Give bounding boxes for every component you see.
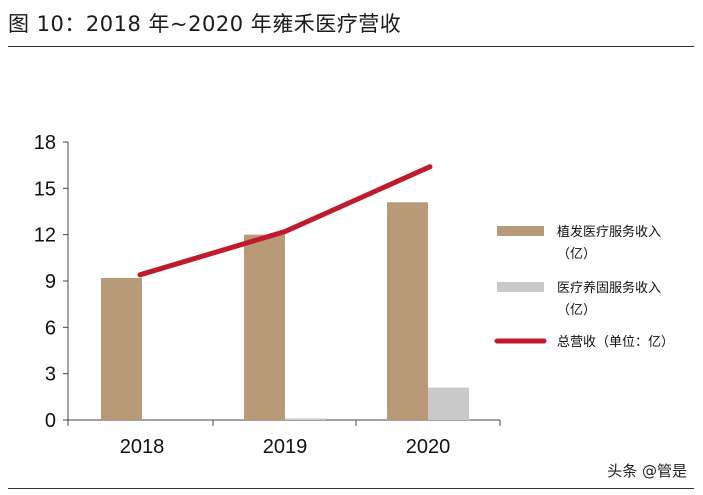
bar-hair-transplant-2018	[101, 277, 142, 420]
bar-hair-care-2020	[428, 387, 469, 420]
y-tick-label: 0	[45, 410, 56, 432]
bar-hair-transplant-2019	[244, 234, 285, 420]
bottom-divider	[8, 488, 694, 489]
legend-label-0: 植发医疗服务收入	[557, 224, 661, 240]
x-tick-label: 2019	[263, 436, 308, 458]
legend-sublabel-0: （亿）	[557, 247, 596, 262]
x-tick-label: 2020	[406, 436, 451, 458]
chart-title: 图 10：2018 年~2020 年雍禾医疗营收	[8, 12, 402, 36]
title-divider	[8, 46, 694, 47]
y-tick-label: 12	[34, 225, 56, 247]
watermark: 头条 @管是	[607, 462, 687, 480]
bar-hair-care-2019	[285, 418, 326, 420]
y-tick-label: 3	[45, 364, 56, 386]
y-tick-label: 6	[45, 317, 56, 339]
legend-swatch-1	[497, 282, 544, 292]
legend-swatch-0	[497, 226, 544, 236]
legend-label-2: 总营收（单位：亿）	[557, 335, 674, 350]
x-tick-label: 2018	[120, 436, 165, 458]
y-tick-label: 9	[45, 271, 56, 293]
y-tick-label: 18	[34, 132, 56, 154]
legend-label-1: 医疗养固服务收入	[557, 280, 661, 296]
y-tick-label: 15	[34, 178, 56, 200]
legend-sublabel-1: （亿）	[557, 303, 596, 318]
bar-hair-transplant-2020	[387, 202, 428, 420]
